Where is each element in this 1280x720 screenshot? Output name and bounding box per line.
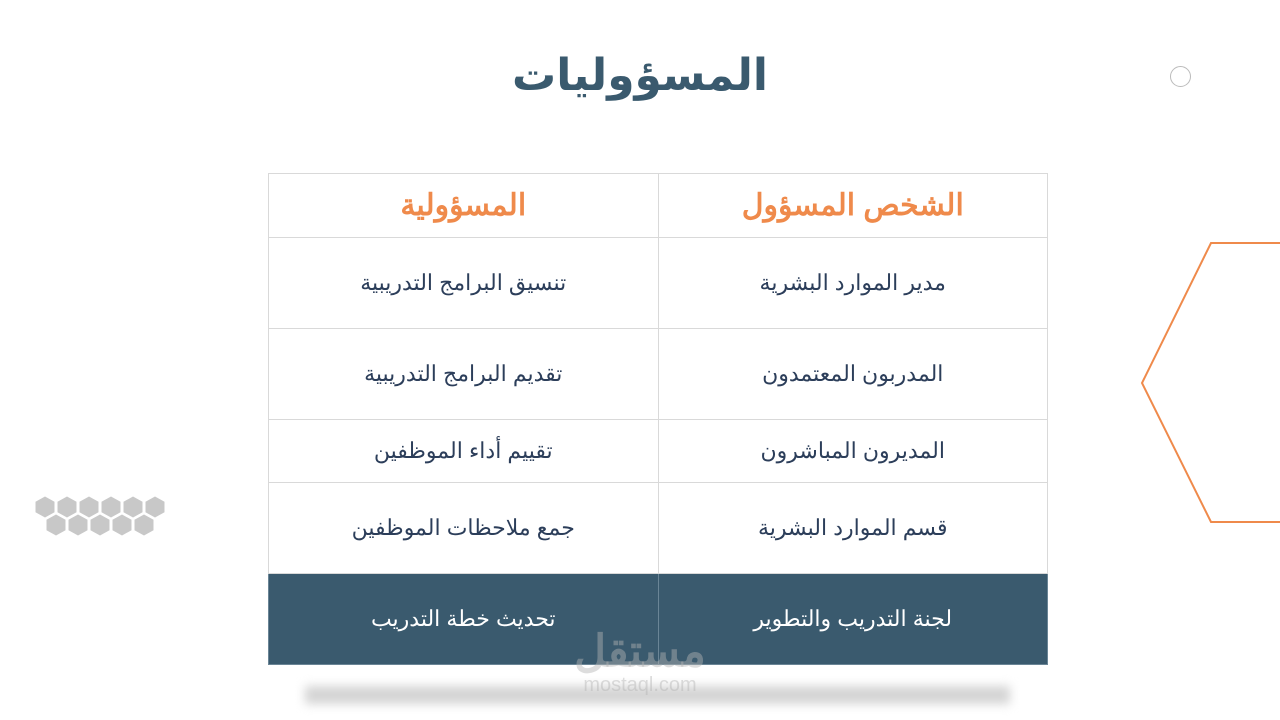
watermark-latin: mostaql.com — [583, 674, 697, 696]
hexagon-cell — [68, 514, 88, 536]
cell-responsibility: تقييم أداء الموظفين — [268, 419, 659, 483]
table-row: المدربون المعتمدون تقديم البرامج التدريب… — [268, 328, 1048, 420]
table-row: المديرون المباشرون تقييم أداء الموظفين — [268, 419, 1048, 483]
table-header-row: الشخص المسؤول المسؤولية — [268, 173, 1048, 238]
circle-icon — [1170, 66, 1191, 87]
hexagon-cell — [46, 514, 66, 536]
table-row: مدير الموارد البشرية تنسيق البرامج التدر… — [268, 237, 1048, 329]
cell-person: المديرون المباشرون — [657, 419, 1048, 483]
header-responsibility: المسؤولية — [268, 173, 659, 238]
cell-person: لجنة التدريب والتطوير — [657, 573, 1048, 665]
hexagon-pattern-decoration — [35, 496, 165, 536]
hexagon-cell — [123, 496, 143, 518]
slide-title: المسؤوليات — [511, 50, 769, 101]
hexagon-cell — [57, 496, 77, 518]
hexagon-cell — [35, 496, 55, 518]
cell-person: المدربون المعتمدون — [657, 328, 1048, 420]
responsibilities-table: الشخص المسؤول المسؤولية مدير الموارد الب… — [268, 173, 1048, 665]
cell-responsibility: تنسيق البرامج التدريبية — [268, 237, 659, 329]
hexagon-cell — [90, 514, 110, 536]
cell-responsibility: تقديم البرامج التدريبية — [268, 328, 659, 420]
cell-person: قسم الموارد البشرية — [657, 482, 1048, 574]
table-shadow — [305, 686, 1010, 704]
cell-responsibility: جمع ملاحظات الموظفين — [268, 482, 659, 574]
hexagon-outline-decoration — [1140, 242, 1280, 523]
watermark-arabic: مستقل — [574, 627, 706, 676]
table-row: قسم الموارد البشرية جمع ملاحظات الموظفين — [268, 482, 1048, 574]
hexagon-cell — [145, 496, 165, 518]
cell-person: مدير الموارد البشرية — [657, 237, 1048, 329]
hexagon-cell — [112, 514, 132, 536]
hexagon-cell — [101, 496, 121, 518]
watermark: مستقل mostaql.com — [540, 630, 740, 697]
table-row-highlighted: لجنة التدريب والتطوير تحديث خطة التدريب — [268, 573, 1048, 665]
hexagon-cell — [79, 496, 99, 518]
hexagon-cell — [134, 514, 154, 536]
cell-responsibility: تحديث خطة التدريب — [268, 573, 659, 665]
header-person: الشخص المسؤول — [657, 173, 1048, 238]
